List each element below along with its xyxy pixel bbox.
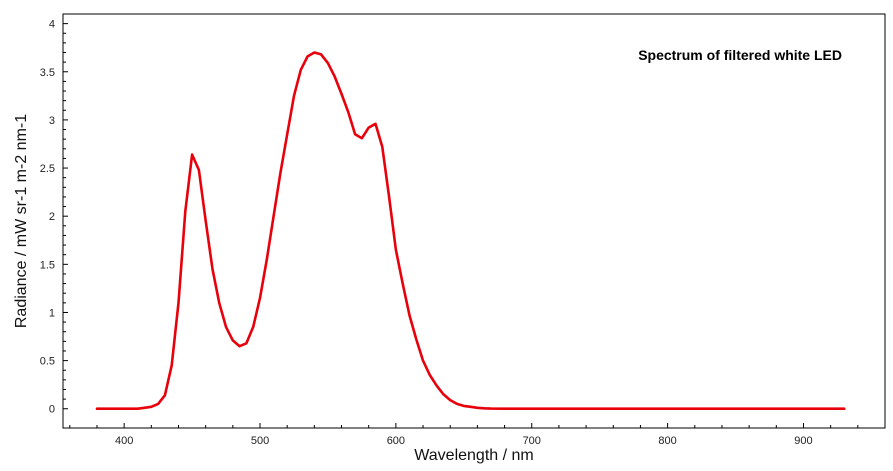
x-axis-title: Wavelength / nm [414,447,533,464]
y-tick-label: 2.5 [40,163,55,175]
x-tick-label: 800 [658,435,676,447]
plot-frame [62,13,886,429]
x-tick-label: 700 [523,435,541,447]
x-tick-label: 900 [794,435,812,447]
x-tick-label: 500 [251,435,269,447]
y-axis-title: Radiance / mW sr-1 m-2 nm-1 [13,114,30,328]
y-tick-label: 3.5 [40,67,55,79]
y-tick-label: 0.5 [40,356,55,368]
y-axis-ticks: 0 0.5 1 1.5 2 2.5 3 3.5 4 [40,13,68,416]
series-layer [95,51,846,411]
x-axis-ticks: 400 500 600 700 800 900 [69,423,886,447]
x-tick-label: 600 [387,435,405,447]
y-tick-label: 1 [49,307,55,319]
y-tick-label: 0 [49,404,55,416]
series-line [95,51,846,411]
x-tick-label: 400 [115,435,133,447]
y-tick-label: 3 [49,115,55,127]
y-tick-label: 2 [49,211,55,223]
chart-title: Spectrum of filtered white LED [638,47,842,63]
y-tick-label: 1.5 [40,259,55,271]
y-tick-label: 4 [49,19,55,31]
